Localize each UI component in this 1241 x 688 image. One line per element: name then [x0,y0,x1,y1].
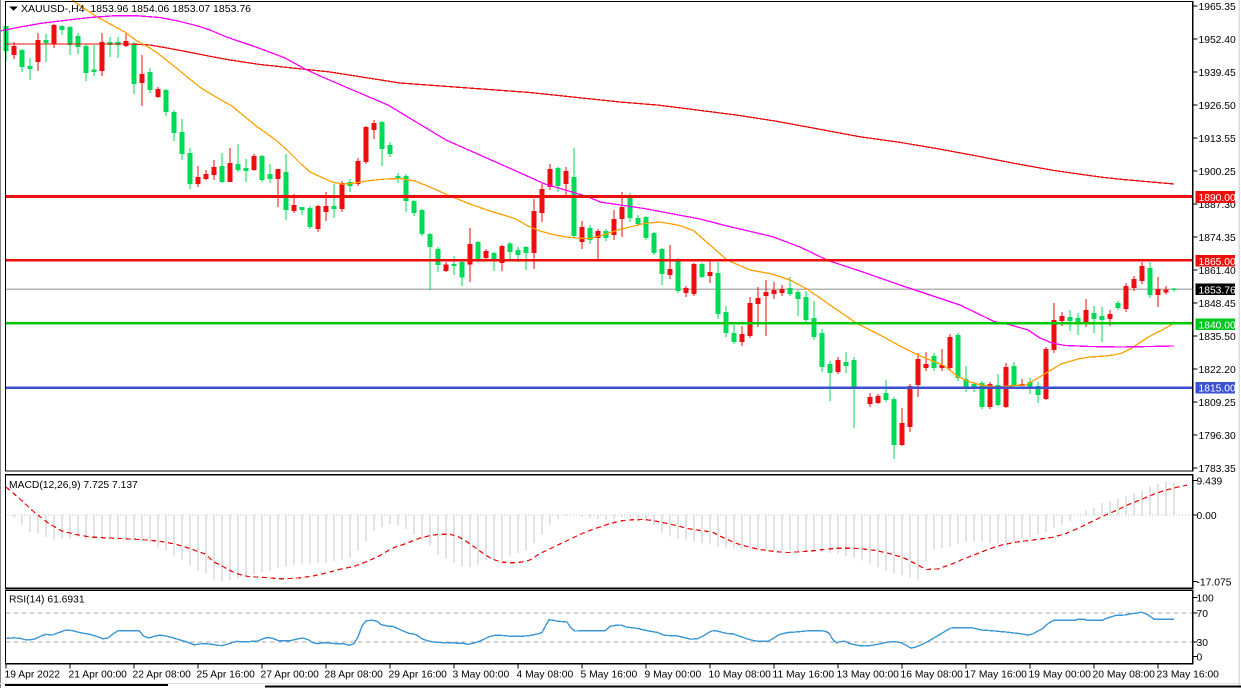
svg-text:1809.25: 1809.25 [1199,398,1236,409]
svg-text:1835.50: 1835.50 [1199,332,1236,343]
svg-text:1952.40: 1952.40 [1199,35,1236,46]
svg-text:1887.30: 1887.30 [1199,200,1236,211]
svg-text:MACD(12,26,9) 7.725 7.137: MACD(12,26,9) 7.725 7.137 [9,480,138,491]
svg-text:1840.00: 1840.00 [1199,320,1236,331]
svg-text:100: 100 [1197,594,1214,605]
svg-text:19 May 00:00: 19 May 00:00 [1029,670,1092,681]
svg-text:1815.00: 1815.00 [1199,384,1236,395]
svg-text:1900.25: 1900.25 [1199,167,1236,178]
svg-text:9.439: 9.439 [1197,477,1223,488]
svg-text:1822.20: 1822.20 [1199,365,1236,376]
svg-text:1874.35: 1874.35 [1199,233,1236,244]
svg-text:1939.45: 1939.45 [1199,68,1236,79]
svg-text:1848.45: 1848.45 [1199,299,1236,310]
svg-text:5 May 16:00: 5 May 16:00 [581,670,638,681]
svg-text:1853.76: 1853.76 [1199,285,1236,296]
svg-text:29 Apr 16:00: 29 Apr 16:00 [389,670,448,681]
svg-text:1890.00: 1890.00 [1199,193,1236,204]
svg-text:0: 0 [1197,653,1203,664]
svg-text:-17.075: -17.075 [1197,578,1232,589]
svg-text:3 May 00:00: 3 May 00:00 [453,670,510,681]
svg-text:RSI(14) 61.6931: RSI(14) 61.6931 [9,595,85,606]
svg-text:70: 70 [1197,609,1209,620]
svg-text:19 Apr 2022: 19 Apr 2022 [5,670,61,681]
svg-text:1796.30: 1796.30 [1199,431,1236,442]
svg-text:28 Apr 08:00: 28 Apr 08:00 [325,670,384,681]
svg-text:4 May 08:00: 4 May 08:00 [517,670,574,681]
svg-text:25 Apr 16:00: 25 Apr 16:00 [197,670,256,681]
svg-text:1926.50: 1926.50 [1199,101,1236,112]
svg-text:11 May 16:00: 11 May 16:00 [773,670,835,681]
svg-text:30: 30 [1197,638,1209,649]
svg-text:20 May 08:00: 20 May 08:00 [1093,670,1156,681]
svg-text:XAUUSD-,H4 1853.96 1854.06 18: XAUUSD-,H4 1853.96 1854.06 1853.07 1853.… [21,3,251,15]
svg-text:17 May 16:00: 17 May 16:00 [965,670,1028,681]
svg-text:1783.35: 1783.35 [1199,464,1236,475]
svg-text:1865.00: 1865.00 [1199,257,1236,268]
svg-text:0.00: 0.00 [1197,511,1217,522]
svg-text:21 Apr 00:00: 21 Apr 00:00 [69,670,128,681]
svg-text:13 May 00:00: 13 May 00:00 [837,670,900,681]
svg-text:1965.35: 1965.35 [1199,2,1236,13]
svg-text:9 May 00:00: 9 May 00:00 [645,670,702,681]
svg-text:16 May 08:00: 16 May 08:00 [901,670,964,681]
svg-text:1913.55: 1913.55 [1199,134,1236,145]
svg-text:23 May 16:00: 23 May 16:00 [1157,670,1220,681]
svg-text:22 Apr 08:00: 22 Apr 08:00 [133,670,192,681]
svg-text:10 May 08:00: 10 May 08:00 [709,670,772,681]
svg-text:1861.40: 1861.40 [1199,266,1236,277]
svg-text:27 Apr 00:00: 27 Apr 00:00 [261,670,320,681]
